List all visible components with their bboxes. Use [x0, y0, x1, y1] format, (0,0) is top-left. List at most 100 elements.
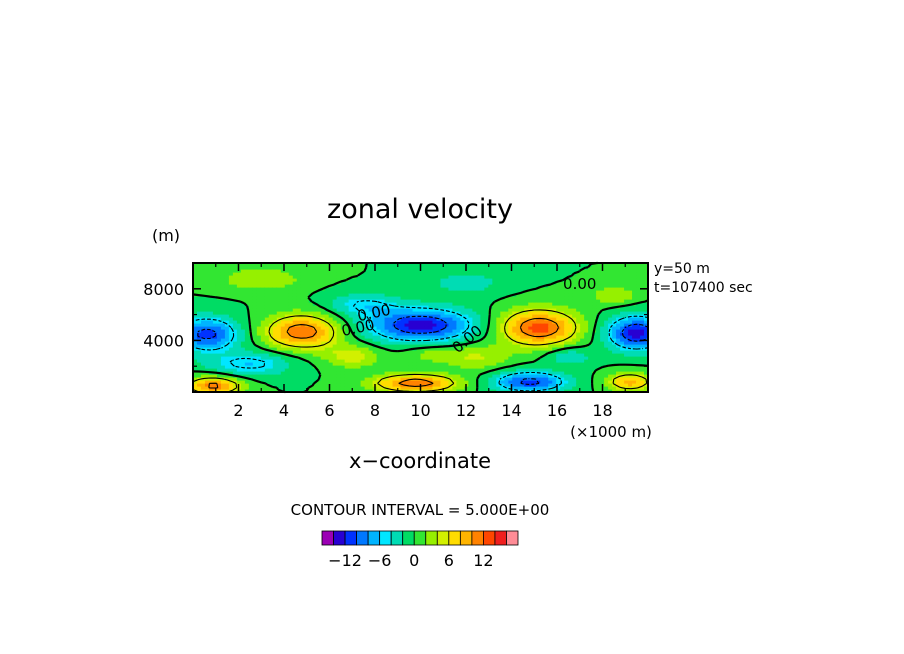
heatmap-cell [536, 374, 541, 378]
heatmap-cell [372, 287, 378, 291]
heatmap-cell [604, 299, 609, 303]
heatmap-cell [464, 317, 469, 321]
heatmap-cell [592, 374, 597, 378]
heatmap-cell [308, 347, 314, 351]
heatmap-cell [440, 374, 446, 378]
heatmap-cell [572, 356, 577, 360]
heatmap-cell [216, 311, 222, 315]
heatmap-cell [544, 287, 549, 291]
heatmap-cell [248, 308, 254, 312]
heatmap-cell [448, 389, 454, 393]
heatmap-cell [344, 359, 350, 363]
heatmap-cell [380, 302, 386, 306]
heatmap-cell [548, 269, 553, 273]
heatmap-cell [628, 389, 633, 393]
heatmap-cell [240, 290, 246, 294]
heatmap-cell [432, 311, 438, 315]
heatmap-cell [256, 317, 262, 321]
heatmap-cell [412, 293, 418, 297]
heatmap-cell [564, 386, 569, 390]
heatmap-cell [240, 359, 246, 363]
heatmap-cell [380, 383, 386, 387]
heatmap-cell [440, 326, 446, 330]
heatmap-cell [468, 302, 473, 306]
heatmap-cell [208, 299, 214, 303]
heatmap-cell [228, 290, 234, 294]
heatmap-cell [528, 305, 533, 309]
heatmap-cell [368, 350, 374, 354]
heatmap-cell [296, 353, 302, 357]
heatmap-cell [564, 365, 569, 369]
heatmap-cell [576, 344, 581, 348]
heatmap-cell [468, 326, 473, 330]
heatmap-cell [488, 362, 493, 366]
heatmap-cell [636, 329, 641, 333]
heatmap-cell [504, 290, 509, 294]
heatmap-cell [464, 326, 469, 330]
heatmap-cell [456, 263, 462, 267]
heatmap-cell [368, 362, 374, 366]
heatmap-cell [312, 305, 318, 309]
heatmap-cell [384, 350, 390, 354]
heatmap-cell [332, 335, 338, 339]
heatmap-cell [232, 371, 238, 375]
heatmap-cell [284, 323, 290, 327]
heatmap-cell [468, 335, 473, 339]
heatmap-cell [424, 314, 430, 318]
heatmap-cell [256, 314, 262, 318]
heatmap-cell [528, 269, 533, 273]
heatmap-cell [600, 302, 605, 306]
heatmap-cell [400, 347, 406, 351]
heatmap-cell [620, 347, 625, 351]
heatmap-cell [368, 356, 374, 360]
heatmap-cell [520, 383, 525, 387]
heatmap-cell [496, 263, 501, 267]
heatmap-cell [484, 350, 489, 354]
heatmap-cell [548, 281, 553, 285]
heatmap-cell [496, 332, 501, 336]
heatmap-cell [284, 302, 290, 306]
heatmap-cell [628, 374, 633, 378]
heatmap-cell [548, 272, 553, 276]
heatmap-cell [516, 344, 521, 348]
heatmap-cell [360, 269, 366, 273]
heatmap-cell [300, 293, 306, 297]
heatmap-cell [436, 329, 442, 333]
heatmap-cell [260, 287, 266, 291]
heatmap-cell [592, 290, 597, 294]
heatmap-cell [456, 320, 462, 324]
heatmap-cell [416, 281, 422, 285]
heatmap-cell [584, 314, 589, 318]
heatmap-cell [536, 323, 541, 327]
heatmap-cell [404, 350, 410, 354]
heatmap-cell [256, 293, 262, 297]
heatmap-cell [308, 272, 314, 276]
heatmap-cell [476, 383, 481, 387]
heatmap-cell [292, 362, 298, 366]
heatmap-cell [432, 278, 438, 282]
heatmap-cell [224, 377, 230, 381]
heatmap-cell [260, 362, 266, 366]
heatmap-cell [228, 365, 234, 369]
heatmap-cell [584, 371, 589, 375]
heatmap-cell [524, 323, 529, 327]
heatmap-cell [444, 299, 450, 303]
heatmap-cell [304, 308, 310, 312]
heatmap-cell [228, 344, 234, 348]
heatmap-cell [612, 320, 617, 324]
heatmap-cell [600, 317, 605, 321]
heatmap-cell [432, 350, 438, 354]
heatmap-cell [240, 329, 246, 333]
heatmap-cell [616, 317, 621, 321]
heatmap-cell [244, 353, 250, 357]
heatmap-cell [476, 362, 481, 366]
heatmap-cell [476, 341, 481, 345]
heatmap-cell [556, 263, 561, 267]
heatmap-cell [516, 350, 521, 354]
heatmap-cell [476, 332, 481, 336]
heatmap-cell [396, 272, 402, 276]
heatmap-cell [372, 356, 378, 360]
heatmap-cell [484, 323, 489, 327]
heatmap-cell [256, 302, 262, 306]
heatmap-cell [512, 290, 517, 294]
